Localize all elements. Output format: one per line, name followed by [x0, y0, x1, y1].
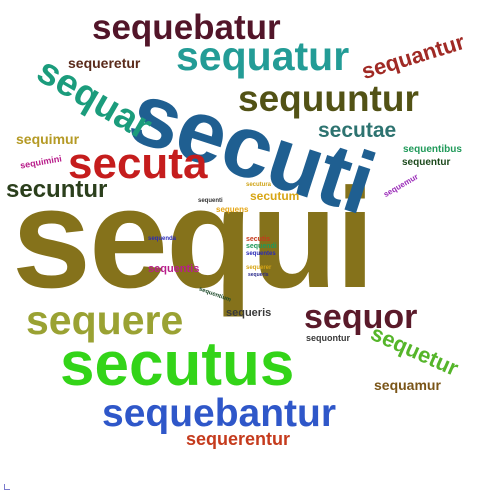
word-sequantur: sequantur — [358, 29, 468, 85]
word-sequeris-small: sequeris — [248, 272, 269, 278]
word-sequere: sequere — [26, 297, 184, 343]
word-secutum: secutum — [250, 189, 300, 203]
word-sequendi: sequendi — [246, 243, 277, 250]
word-sequor: sequor — [304, 298, 418, 336]
word-secutus: secutus — [60, 330, 295, 399]
word-sequens: sequens — [216, 205, 249, 214]
corner-marker — [4, 484, 10, 490]
word-sequenda: sequenda — [148, 236, 177, 242]
word-sequentes: sequentes — [246, 251, 276, 257]
word-sequeretur: sequeretur — [68, 55, 141, 71]
word-secuntur: secuntur — [6, 176, 108, 203]
word-sequebantur: sequebantur — [102, 392, 337, 435]
word-sequentibus: sequentibus — [403, 144, 462, 155]
word-sequeris: sequeris — [226, 307, 272, 319]
word-secutae: secutae — [318, 119, 397, 142]
word-sequerer: sequerer — [246, 265, 272, 271]
word-secutura: secutura — [246, 182, 272, 188]
word-sequentur: sequentur — [402, 157, 451, 168]
word-sequenti: sequenti — [198, 198, 223, 204]
word-sequatur: sequatur — [176, 33, 350, 79]
word-sequontur: sequontur — [306, 333, 350, 343]
word-sequerentur: sequerentur — [186, 429, 291, 449]
word-sequentis: sequentis — [148, 263, 200, 275]
word-sequi: sequi — [12, 159, 375, 318]
word-secuta: secuta — [68, 139, 208, 188]
word-secutis: secutis — [246, 236, 271, 243]
word-sequebatur: sequebatur — [92, 8, 281, 47]
word-sequimur: sequimur — [16, 131, 80, 147]
word-sequuntur: sequuntur — [238, 78, 419, 119]
word-sequamur: sequamur — [374, 377, 441, 393]
word-sequemur: sequemur — [382, 172, 420, 200]
